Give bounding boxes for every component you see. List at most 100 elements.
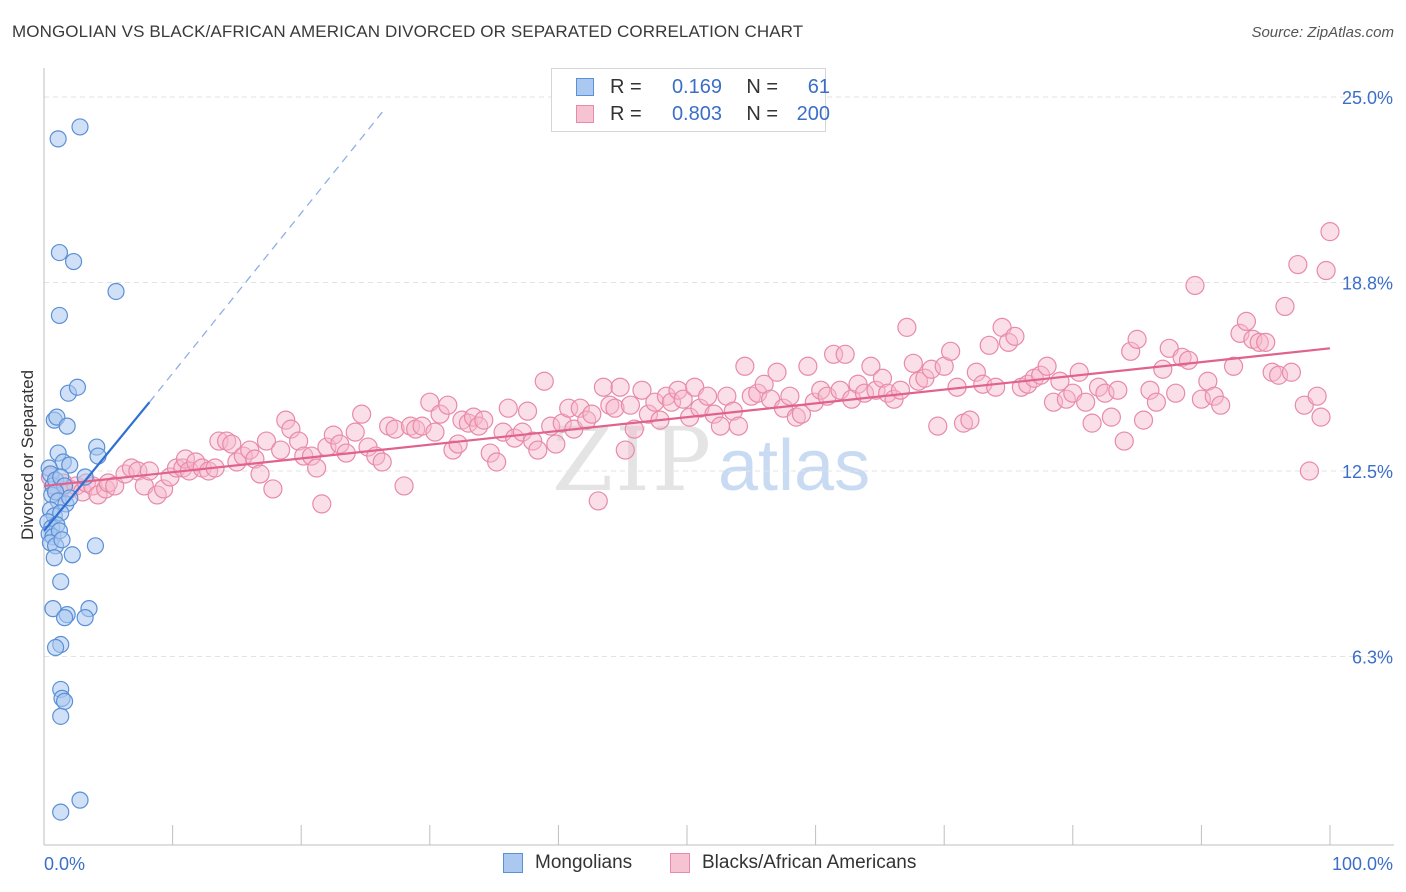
data-point-blacks bbox=[786, 407, 806, 427]
data-point-blacks bbox=[1256, 332, 1276, 352]
data-point-mongolians bbox=[49, 130, 67, 148]
data-point-blacks bbox=[1299, 461, 1320, 481]
data-point-blacks bbox=[256, 431, 277, 451]
legend-n-value: 200 bbox=[796, 102, 830, 125]
data-point-blacks bbox=[559, 398, 579, 418]
data-point-blacks bbox=[139, 461, 160, 481]
data-point-blacks bbox=[438, 395, 458, 415]
series-legend: Mongolians Blacks/African Americans bbox=[0, 852, 1406, 876]
data-point-blacks bbox=[487, 452, 507, 472]
data-point-blacks bbox=[866, 380, 886, 400]
y-tick-label: 25.0% bbox=[1342, 88, 1393, 108]
data-point-blacks bbox=[153, 479, 174, 499]
y-tick-label: 12.5% bbox=[1342, 462, 1393, 482]
data-point-blacks bbox=[276, 410, 296, 430]
x-tick-label: 0.0% bbox=[44, 854, 85, 874]
data-point-blacks bbox=[1236, 311, 1257, 331]
data-point-blacks bbox=[928, 416, 948, 436]
data-point-blacks bbox=[638, 404, 659, 424]
data-point-blacks bbox=[610, 377, 630, 397]
data-point-blacks bbox=[1069, 362, 1089, 382]
data-point-blacks bbox=[1307, 386, 1327, 406]
data-point-blacks bbox=[394, 476, 414, 496]
data-point-blacks bbox=[1005, 326, 1025, 346]
legend-r-value: 0.803 bbox=[671, 102, 722, 125]
data-point-blacks bbox=[668, 380, 688, 400]
legend-label-blacks: Blacks/African Americans bbox=[702, 852, 917, 873]
data-point-blacks bbox=[605, 398, 625, 418]
data-point-blacks bbox=[1076, 392, 1096, 412]
data-point-mongolians bbox=[45, 549, 63, 567]
data-point-blacks bbox=[620, 395, 641, 415]
data-point-blacks bbox=[835, 344, 855, 364]
data-point-blacks bbox=[656, 386, 677, 406]
data-point-blacks bbox=[1153, 359, 1173, 379]
data-point-blacks bbox=[1108, 380, 1128, 400]
data-point-blacks bbox=[1127, 329, 1147, 349]
data-point-blacks bbox=[1082, 413, 1102, 433]
data-point-blacks bbox=[372, 452, 392, 472]
data-point-blacks bbox=[352, 404, 372, 424]
data-point-blacks bbox=[1146, 392, 1166, 412]
data-point-mongolians bbox=[52, 707, 70, 725]
data-point-blacks bbox=[240, 440, 260, 460]
data-point-blacks bbox=[312, 494, 332, 514]
y-tick-label: 6.3% bbox=[1352, 648, 1393, 668]
data-point-blacks bbox=[1121, 341, 1141, 361]
legend-r-label: R = bbox=[610, 75, 642, 98]
source-note: Source: ZipAtlas.com bbox=[1251, 24, 1394, 41]
data-point-mongolians bbox=[89, 447, 107, 465]
data-point-blacks bbox=[872, 368, 893, 388]
data-point-blacks bbox=[624, 419, 644, 439]
y-tick-label: 18.8% bbox=[1342, 274, 1393, 294]
data-point-blacks bbox=[697, 386, 718, 406]
data-point-blacks bbox=[217, 431, 237, 451]
data-point-blacks bbox=[673, 389, 693, 409]
data-point-blacks bbox=[425, 422, 445, 442]
data-point-blacks bbox=[222, 434, 242, 454]
data-point-blacks bbox=[1288, 254, 1308, 275]
data-point-mongolians bbox=[68, 378, 87, 396]
data-point-blacks bbox=[1223, 356, 1244, 376]
data-point-mongolians bbox=[55, 692, 74, 710]
data-point-mongolians bbox=[71, 791, 89, 809]
data-point-blacks bbox=[474, 410, 494, 430]
data-point-blacks bbox=[582, 404, 602, 424]
trendline-mongolians-extension bbox=[148, 108, 386, 403]
data-point-blacks bbox=[577, 410, 597, 430]
data-point-blacks bbox=[281, 419, 301, 439]
data-point-blacks bbox=[890, 380, 911, 400]
data-point-mongolians bbox=[64, 252, 83, 271]
data-point-blacks bbox=[710, 416, 731, 436]
data-point-blacks bbox=[1211, 395, 1231, 415]
data-point-blacks bbox=[861, 356, 881, 376]
data-point-mongolians bbox=[63, 546, 81, 564]
legend-row-mongolians: R = 0.169 N = 61 bbox=[576, 75, 830, 99]
data-point-blacks bbox=[250, 464, 270, 484]
data-point-blacks bbox=[1178, 350, 1199, 370]
data-point-blacks bbox=[1133, 410, 1154, 430]
data-point-mongolians bbox=[107, 282, 125, 301]
data-point-blacks bbox=[469, 416, 489, 436]
data-point-blacks bbox=[798, 356, 818, 376]
data-point-blacks bbox=[1101, 407, 1121, 427]
data-point-blacks bbox=[1166, 383, 1186, 403]
legend-swatch-blue bbox=[576, 78, 594, 96]
data-point-mongolians bbox=[50, 243, 69, 262]
data-point-blacks bbox=[271, 440, 291, 460]
data-point-mongolians bbox=[53, 531, 71, 549]
trendline-blacks bbox=[43, 347, 1331, 488]
data-point-blacks bbox=[941, 341, 961, 361]
legend-swatch-pink bbox=[670, 853, 690, 873]
data-point-blacks bbox=[600, 395, 620, 415]
data-point-blacks bbox=[979, 335, 999, 355]
legend-n-label: N = bbox=[746, 102, 778, 125]
data-point-blacks bbox=[570, 398, 590, 418]
data-point-blacks bbox=[645, 392, 665, 412]
data-point-blacks bbox=[767, 362, 787, 382]
legend-n-label: N = bbox=[746, 75, 778, 98]
data-point-mongolians bbox=[61, 456, 79, 474]
x-tick-label: 100.0% bbox=[1332, 854, 1393, 874]
legend-row-blacks: R = 0.803 N = 200 bbox=[576, 102, 830, 126]
data-point-blacks bbox=[289, 431, 309, 451]
